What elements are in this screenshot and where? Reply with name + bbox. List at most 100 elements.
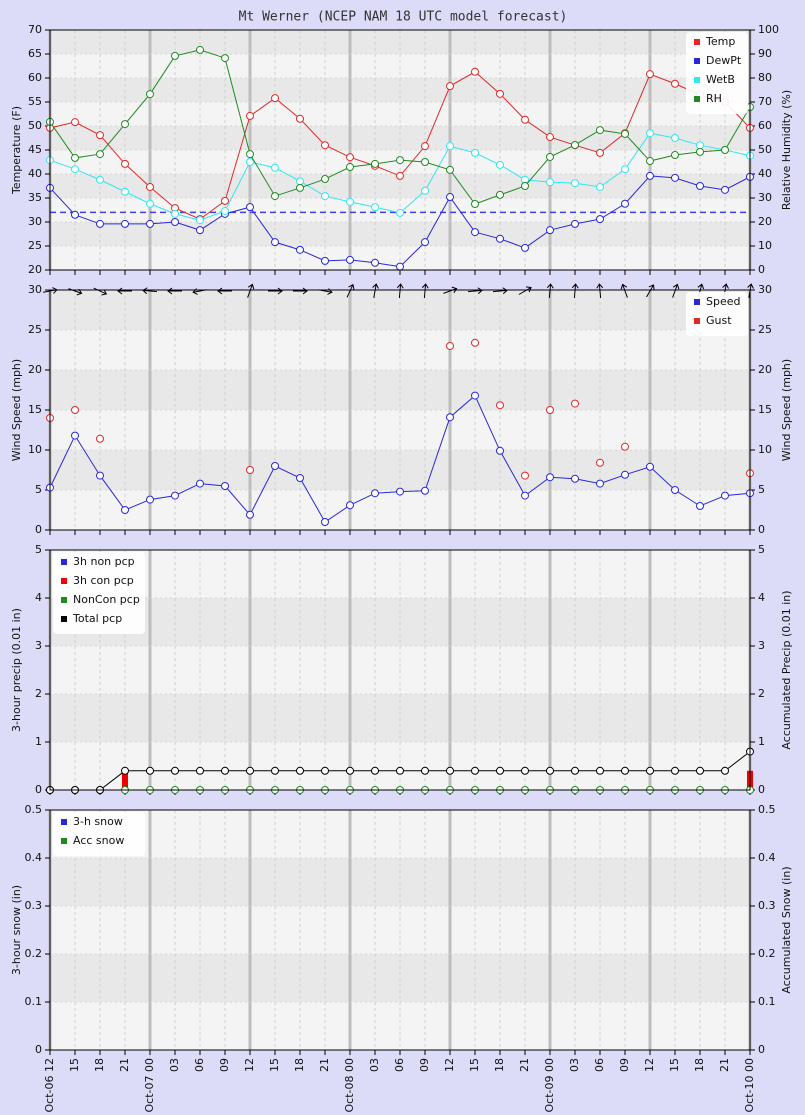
x-tick-label: 21 [118, 1058, 131, 1072]
legend-swatch [61, 819, 67, 825]
legend-swatch [61, 578, 67, 584]
point [671, 173, 679, 182]
point [571, 219, 579, 228]
point [621, 470, 629, 479]
wind-arrow [247, 283, 255, 298]
chart-title: Mt Werner (NCEP NAM 18 UTC model forecas… [239, 10, 568, 25]
point [421, 238, 429, 247]
point [646, 129, 654, 138]
y2-tick-label: 0.1 [758, 995, 776, 1008]
point [596, 126, 604, 135]
point [446, 82, 454, 91]
x-tick-label: 18 [93, 1058, 106, 1072]
wind-arrow [117, 287, 132, 295]
point [721, 185, 729, 194]
point [71, 165, 79, 174]
point [471, 338, 479, 347]
point [521, 115, 529, 124]
point [371, 489, 379, 498]
wind-arrow [268, 287, 283, 295]
point [271, 192, 279, 201]
point [521, 491, 529, 500]
point [621, 129, 629, 138]
y2-tick-label: 50 [758, 143, 772, 156]
x-tick-label: 06 [393, 1058, 406, 1072]
point [421, 766, 429, 775]
legend-label: Speed [706, 295, 740, 308]
point [296, 474, 304, 482]
point [171, 766, 179, 775]
legend-swatch [694, 96, 700, 102]
y-axis-label: 3-hour precip (0.01 in) [10, 608, 23, 732]
point [346, 255, 354, 264]
point [496, 89, 504, 98]
point [571, 399, 579, 408]
point [221, 206, 229, 215]
legend-label: 3-h snow [73, 815, 123, 828]
point [721, 146, 729, 154]
y2-tick-label: 5 [758, 483, 765, 496]
point [596, 766, 604, 775]
point [446, 193, 454, 202]
point [146, 199, 154, 208]
wind-arrow [672, 283, 680, 298]
y-tick-label: 70 [28, 23, 42, 36]
point [471, 148, 479, 157]
legend-swatch [694, 58, 700, 64]
x-tick-label: 09 [618, 1058, 631, 1072]
point [246, 158, 254, 166]
y2-tick-label: 4 [758, 591, 765, 604]
y-tick-label: 0.5 [25, 803, 43, 816]
point [471, 766, 479, 775]
x-tick-label: 21 [518, 1058, 531, 1072]
point [146, 182, 154, 191]
point [321, 175, 329, 184]
y2-tick-label: 0 [758, 783, 765, 796]
legend-box [53, 552, 145, 634]
point [396, 487, 404, 496]
wind-arrow [293, 287, 308, 295]
point [496, 401, 504, 410]
point [221, 196, 229, 205]
point [71, 118, 79, 127]
point [271, 94, 279, 103]
point [571, 474, 579, 483]
y-tick-label: 25 [28, 323, 42, 336]
y2-tick-label: 0.5 [758, 803, 776, 816]
y-tick-label: 50 [28, 119, 42, 132]
y-tick-label: 0.2 [25, 947, 43, 960]
point [171, 209, 179, 218]
plot-border [49, 289, 751, 531]
y2-tick-label: 80 [758, 71, 772, 84]
y2-axis-label: Wind Speed (mph) [780, 359, 793, 461]
x-tick-label: 12 [643, 1058, 656, 1072]
point [196, 216, 204, 225]
y2-tick-label: 0.4 [758, 851, 776, 864]
point [496, 190, 504, 199]
y-tick-label: 2 [35, 687, 42, 700]
point [646, 157, 654, 166]
point [196, 226, 204, 235]
point [96, 219, 104, 228]
point [521, 471, 529, 480]
y2-tick-label: 10 [758, 443, 772, 456]
point [371, 766, 379, 775]
point [421, 142, 429, 151]
y2-tick-label: 0 [758, 523, 765, 536]
y-tick-label: 60 [28, 71, 42, 84]
plot-border [49, 549, 751, 791]
point [346, 197, 354, 206]
point [321, 256, 329, 265]
y2-tick-label: 0.3 [758, 899, 776, 912]
wind-arrow [620, 283, 628, 298]
point [471, 391, 479, 400]
point [196, 45, 204, 54]
y-tick-label: 30 [28, 283, 42, 296]
point [546, 226, 554, 235]
point [296, 177, 304, 186]
x-tick-label: 18 [493, 1058, 506, 1072]
point [721, 766, 729, 775]
legend-swatch [61, 559, 67, 565]
